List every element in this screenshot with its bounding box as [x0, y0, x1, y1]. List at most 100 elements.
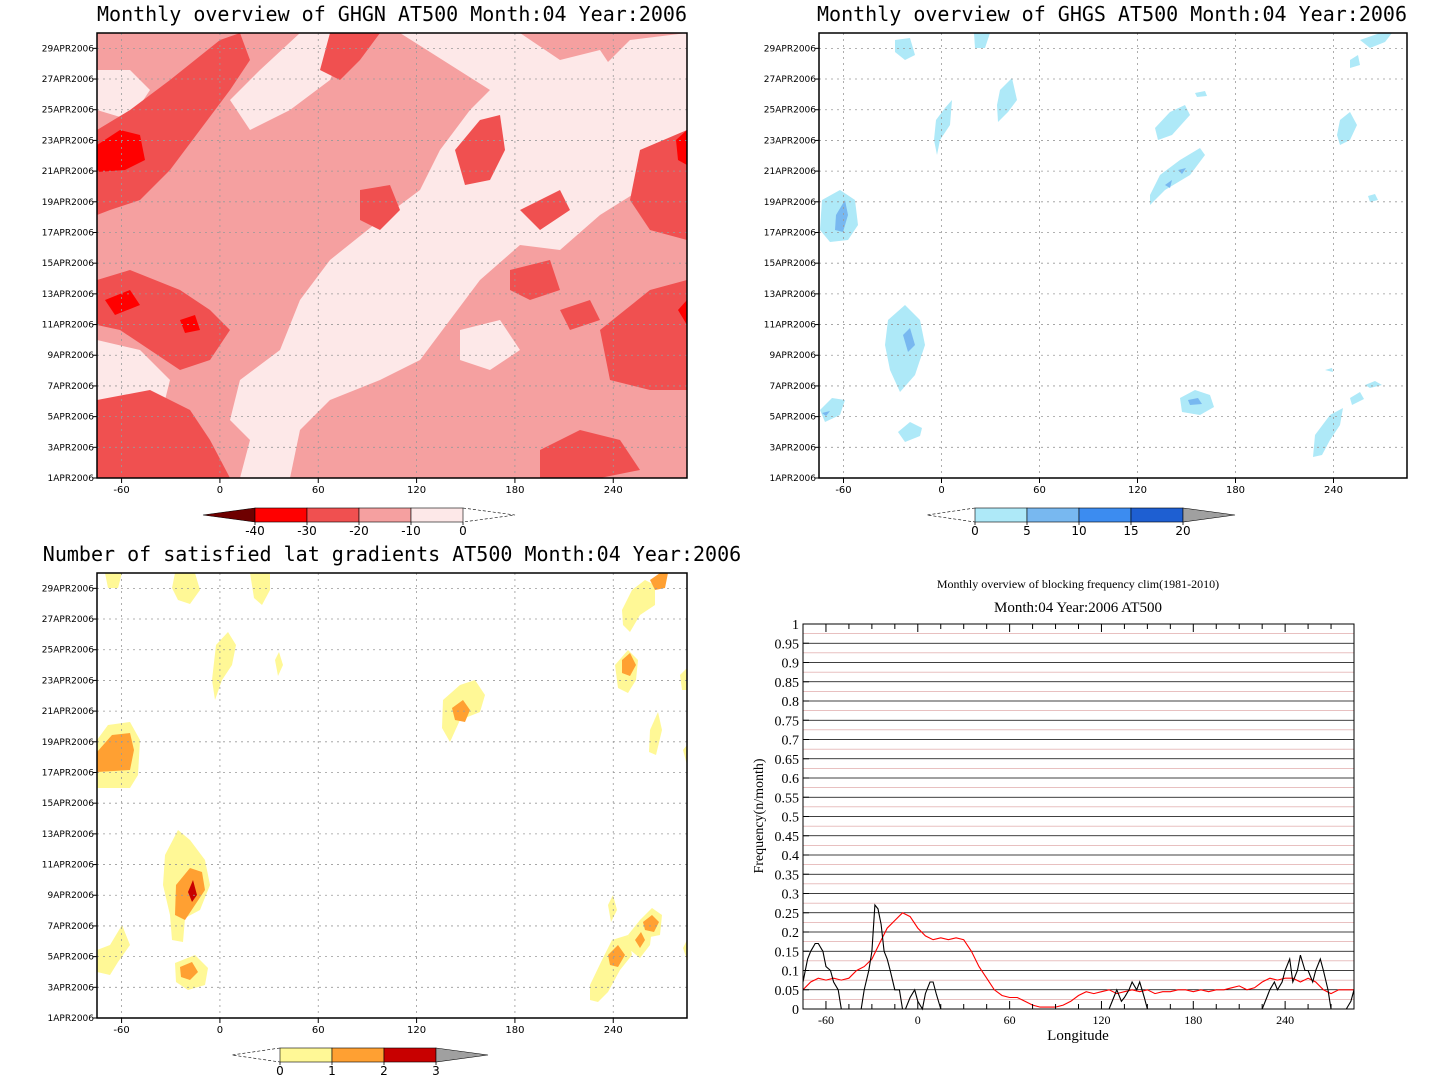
blocking-xtick-label: 0 [915, 1013, 921, 1027]
ghgs-blob-core [903, 328, 915, 352]
blocking-xtick-label: -60 [818, 1013, 834, 1027]
ghgs-ytick-label: 7APR2006 [770, 382, 817, 392]
ghgs-ytick-label: 21APR2006 [764, 167, 816, 177]
ghgs-ytick-label: 1APR2006 [770, 474, 817, 484]
ghgs-blob [934, 100, 952, 155]
ghgs-xtick-label: -60 [835, 485, 851, 496]
latgrad-ytick-label: 17APR2006 [42, 768, 94, 778]
ghgs-xtick-label: 120 [1128, 485, 1147, 496]
ghgn-xtick-label: 0 [217, 485, 223, 496]
panel-ghgn: Monthly overview of GHGN AT500 Month:04 … [42, 2, 688, 538]
ghgs-colorbar-box [974, 507, 1028, 523]
latgrad-ytick-label: 15APR2006 [42, 799, 94, 809]
latgrad-xtick-label: 120 [407, 1025, 426, 1036]
latgrad-blob-mid [650, 573, 668, 590]
latgrad-yaxis: 1APR2006 3APR2006 5APR2006 7APR2006 9APR2006… [42, 584, 97, 1024]
blocking-ytick-label: 0.35 [775, 868, 800, 883]
ghgn-ytick-label: 9APR2006 [48, 351, 95, 361]
latgrad-title: Number of satisfied lat gradients AT500 … [43, 542, 741, 566]
ghgn-ytick-label: 11APR2006 [42, 321, 94, 331]
ghgn-ytick-label: 5APR2006 [48, 413, 95, 423]
latgrad-ytick-label: 25APR2006 [42, 646, 94, 656]
ghgs-ytick-label: 17APR2006 [764, 228, 816, 238]
ghgs-blob [1195, 91, 1207, 97]
ghgs-ytick-label: 15APR2006 [764, 259, 816, 269]
latgrad-colorbar-label: 1 [328, 1064, 336, 1078]
ghgn-dark-region [97, 390, 230, 478]
ghgs-blob-core [1178, 168, 1186, 174]
ghgs-blob [997, 78, 1017, 122]
ghgn-light-region [230, 33, 350, 130]
ghgs-ytick-label: 9APR2006 [770, 351, 817, 361]
latgrad-ytick-label: 19APR2006 [42, 738, 94, 748]
ghgn-colorbar-high-arrow [462, 507, 516, 523]
ghgn-xtick-label: 60 [312, 485, 325, 496]
ghgs-colorbar-low-arrow [926, 507, 976, 523]
blocking-ytick-label: 0.75 [775, 714, 800, 729]
ghgs-blob [1368, 194, 1378, 202]
ghgs-blob [1337, 112, 1357, 145]
latgrad-blob-mid [622, 653, 636, 676]
ghgs-ytick-label: 27APR2006 [764, 75, 816, 85]
ghgn-dark-region [600, 280, 687, 390]
ghgs-blob [885, 305, 925, 392]
latgrad-ytick-label: 27APR2006 [42, 615, 94, 625]
latgrad-blob-mid [452, 700, 470, 722]
ghgn-dark-region [520, 190, 570, 230]
latgrad-blob-mid [643, 915, 659, 932]
ghgs-blob [974, 33, 990, 48]
ghgn-ytick-label: 1APR2006 [48, 474, 95, 484]
ghgs-blob [1155, 105, 1190, 140]
blocking-ytick-label: 0 [792, 1003, 799, 1018]
blocking-xtick-label: 60 [1004, 1013, 1016, 1027]
latgrad-blob [275, 652, 283, 676]
ghgs-ytick-label: 5APR2006 [770, 413, 817, 423]
ghgs-ytick-label: 29APR2006 [764, 44, 816, 54]
blocking-ytick-label: 0.15 [775, 945, 800, 960]
blocking-ytick-label: 0.05 [775, 984, 800, 999]
ghgs-blob-core [822, 411, 830, 416]
ghgs-ytick-label: 11APR2006 [764, 321, 816, 331]
ghgn-ytick-label: 29APR2006 [42, 44, 94, 54]
ghgn-ytick-label: 19APR2006 [42, 198, 94, 208]
ghgs-ytick-label: 19APR2006 [764, 198, 816, 208]
latgrad-ytick-label: 9APR2006 [48, 891, 95, 901]
blocking-ytick-label: 0.6 [782, 772, 800, 787]
ghgs-blob [1313, 408, 1343, 457]
blocking-ytick-label: 0.95 [775, 637, 800, 652]
latgrad-colorbar-box [279, 1047, 333, 1063]
ghgs-yaxis: 1APR2006 3APR2006 5APR2006 7APR2006 9APR2006… [764, 44, 819, 484]
latgrad-blob [683, 745, 687, 765]
latgrad-blob [105, 573, 122, 588]
blocking-xtick-label: 240 [1276, 1013, 1294, 1027]
latgrad-ytick-label: 1APR2006 [48, 1014, 95, 1024]
blocking-ytick-label: 0.4 [782, 849, 800, 864]
ghgs-colorbar-label: 20 [1175, 524, 1190, 538]
ghgs-blob-core [1188, 398, 1202, 405]
ghgn-light-region [460, 320, 520, 370]
ghgn-colorbar-label: -40 [245, 524, 265, 538]
latgrad-frame [96, 572, 688, 1019]
ghgn-xtick-label: 240 [604, 485, 623, 496]
ghgn-dark-region [560, 300, 600, 330]
ghgs-colorbar-label: 0 [971, 524, 979, 538]
ghgn-dark-region [360, 185, 400, 230]
latgrad-blob [590, 935, 632, 1002]
ghgs-colorbar-label: 15 [1123, 524, 1138, 538]
ghgn-ytick-label: 15APR2006 [42, 259, 94, 269]
latgrad-ytick-label: 11APR2006 [42, 861, 94, 871]
latgrad-colorbar-label: 3 [432, 1064, 440, 1078]
ghgn-yaxis: 1APR2006 3APR2006 5APR2006 7APR2006 9APR2006… [42, 44, 97, 484]
ghgs-blob-core [1165, 180, 1172, 188]
latgrad-blob [250, 573, 270, 605]
ghgn-colorbar-low-arrow [202, 507, 256, 523]
ghgs-blob [898, 422, 922, 442]
ghgn-ytick-label: 23APR2006 [42, 136, 94, 146]
ghgs-ytick-label: 25APR2006 [764, 106, 816, 116]
ghgn-ytick-label: 27APR2006 [42, 75, 94, 85]
ghgs-blob [1365, 381, 1382, 388]
latgrad-xtick-label: -60 [113, 1025, 129, 1036]
ghgn-xtick-label: 180 [505, 485, 524, 496]
ghgs-blob [1150, 148, 1205, 205]
